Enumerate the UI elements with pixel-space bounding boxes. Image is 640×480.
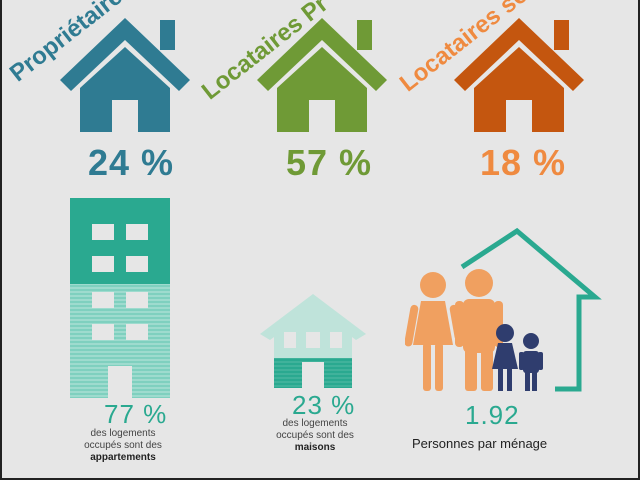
house-icon-social-renters [454,18,584,132]
value-apartments: 77 % [104,399,168,429]
caption-persons-per-household: Personnes par ménage [412,436,548,451]
value-houses: 23 % [292,390,356,420]
frame-left [0,0,2,480]
caption-apartments-bold: appartements [90,452,156,463]
value-owners: 24 % [88,142,175,183]
frame-right [638,0,640,480]
caption-apartments-line2: occupés sont des [84,440,162,451]
caption-apartments: des logements occupés sont des apparteme… [58,428,188,464]
caption-houses-line2: occupés sont des [276,430,354,441]
house-icon-private-renters [257,18,387,132]
value-social-renters: 18 % [480,142,567,183]
adult-figure-man [455,269,503,391]
caption-houses-bold: maisons [294,442,336,453]
frame-bottom [0,478,640,480]
child-figure-boy [519,333,543,391]
caption-houses: des logements occupés sont des maisons [255,418,375,454]
value-private-renters: 57 % [286,142,373,183]
house-icon-owners [60,18,190,132]
family-icon [405,227,602,392]
caption-houses-line1: des logements [282,418,348,429]
tenure-house-icons [60,18,584,132]
adult-figure-woman [405,272,463,391]
small-house-icon [260,294,366,388]
child-figure-girl [492,324,518,391]
caption-apartments-line1: des logements [90,428,156,439]
value-persons-per-household: 1.92 [465,400,520,430]
apartment-building-icon [70,198,170,398]
